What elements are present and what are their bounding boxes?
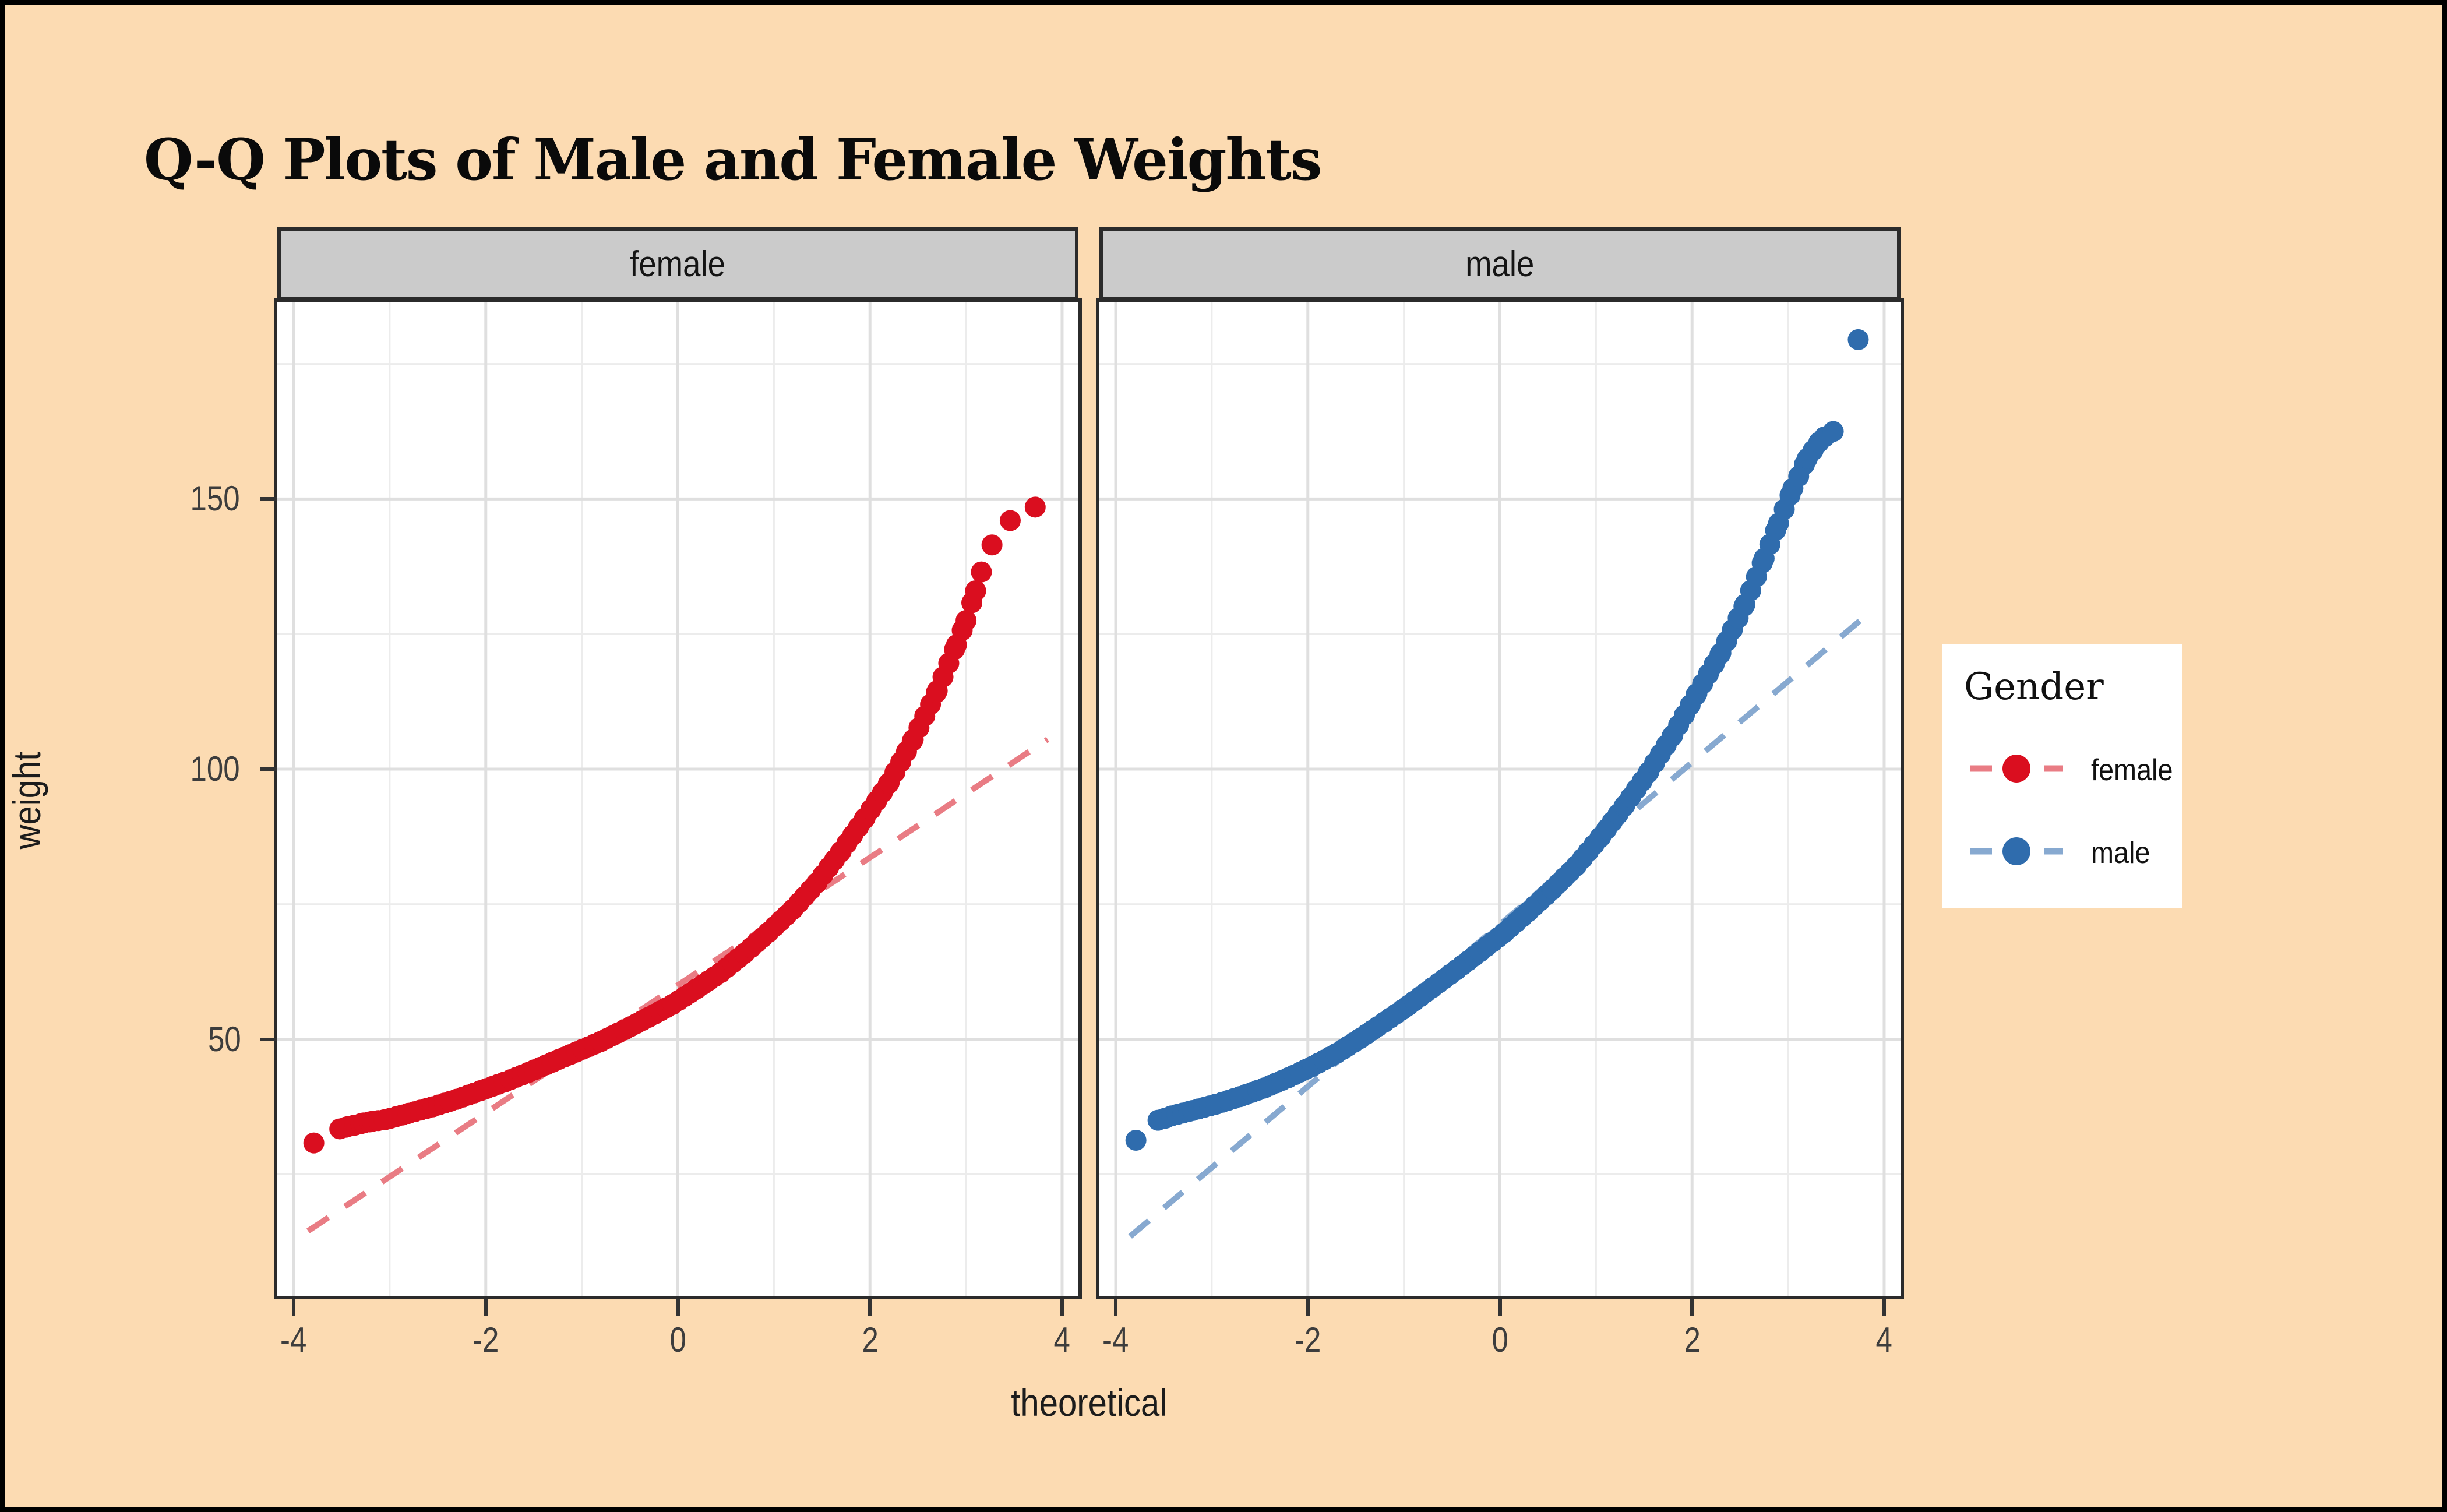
x-tick-label: -4 [280, 1320, 307, 1359]
x-tick-mark [1498, 1299, 1502, 1316]
x-tick-mark [868, 1299, 872, 1316]
y-tick-label: 150 [190, 479, 240, 519]
chart-title: Q-Q Plots of Male and Female Weights [144, 126, 1322, 193]
y-axis-title: weight [5, 752, 48, 850]
x-tick-label: 2 [1684, 1320, 1701, 1359]
x-tick-mark [1306, 1299, 1310, 1316]
qq-plot-female [277, 302, 1078, 1296]
x-tick-label: -4 [1102, 1320, 1129, 1359]
x-tick-label: 2 [862, 1320, 879, 1359]
plot-panel-male [1096, 298, 1904, 1299]
facet-strip-male: male [1099, 227, 1901, 301]
legend-key-female-icon [1970, 755, 2063, 783]
x-tick-mark [1882, 1299, 1886, 1316]
legend-title: Gender [1964, 665, 2104, 709]
x-tick-label: 0 [669, 1320, 686, 1359]
y-tick-mark [260, 1037, 277, 1041]
x-tick-label: 0 [1492, 1320, 1508, 1359]
x-tick-mark [484, 1299, 488, 1316]
y-tick-label: 50 [208, 1019, 241, 1059]
legend-key-male-icon [1970, 837, 2063, 865]
facet-strip-label: female [630, 244, 726, 284]
legend-label-male: male [2091, 836, 2150, 870]
facet-strip-female: female [277, 227, 1078, 301]
x-tick-label: -2 [1295, 1320, 1321, 1359]
x-axis-title: theoretical [1011, 1381, 1167, 1424]
qq-plot-male [1099, 302, 1901, 1296]
x-tick-mark [1690, 1299, 1694, 1316]
x-tick-mark [1114, 1299, 1118, 1316]
x-tick-label: 4 [1875, 1320, 1893, 1359]
x-tick-mark [292, 1299, 296, 1316]
y-tick-label: 100 [190, 749, 240, 788]
x-tick-label: 4 [1053, 1320, 1071, 1359]
y-tick-mark [260, 497, 277, 501]
y-tick-mark [260, 767, 277, 771]
facet-strip-label: male [1465, 244, 1535, 284]
plot-panel-female [274, 298, 1082, 1299]
x-tick-mark [676, 1299, 680, 1316]
legend-label-female: female [2091, 753, 2173, 787]
legend-box: Gender female male [1942, 644, 2182, 908]
x-tick-mark [1060, 1299, 1064, 1316]
x-tick-label: -2 [473, 1320, 499, 1359]
